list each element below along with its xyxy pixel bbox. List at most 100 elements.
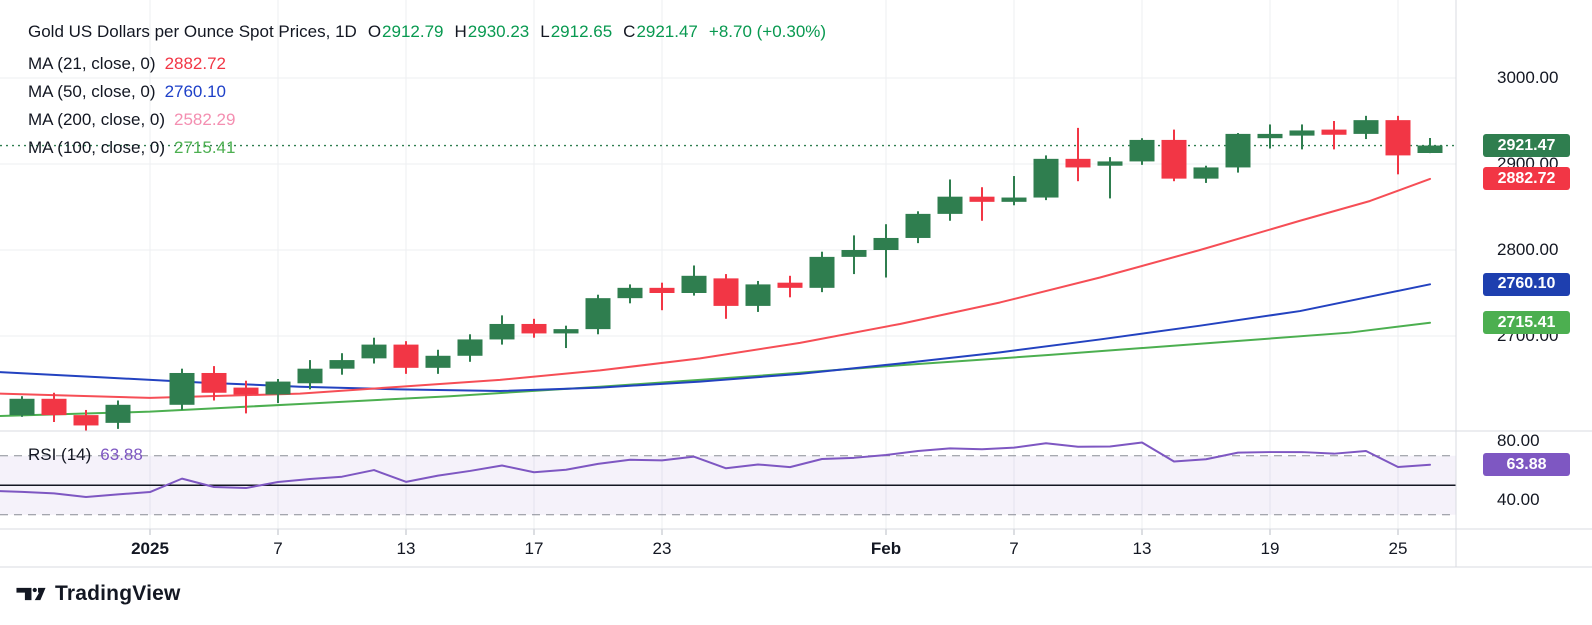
rsi-axis-label: 80.00 xyxy=(1497,431,1540,450)
candle xyxy=(393,341,419,374)
tradingview-logo-text: TradingView xyxy=(55,582,181,605)
candle-body xyxy=(841,250,867,257)
candle-body xyxy=(1321,129,1347,135)
candle xyxy=(489,315,515,345)
candle-body xyxy=(649,287,675,293)
candle-body xyxy=(41,398,67,416)
ohlc-pair: H2930.23 xyxy=(455,23,530,41)
candle-body xyxy=(1257,133,1283,139)
ma-indicator-row[interactable]: MA (200, close, 0) 2582.29 xyxy=(28,111,235,129)
time-axis-label: 7 xyxy=(1009,539,1019,558)
ohlc-values: O2912.79 H2930.23 L2912.65 C2921.47 xyxy=(368,23,698,41)
candle-body xyxy=(969,196,995,202)
candle xyxy=(329,353,355,375)
price-value-tag: 2760.10 xyxy=(1483,272,1570,296)
candle-body xyxy=(1417,145,1443,154)
candle-body xyxy=(809,256,835,288)
candle xyxy=(681,265,707,296)
candle xyxy=(713,274,739,319)
candle-body xyxy=(1225,133,1251,168)
rsi-axis-label: 40.00 xyxy=(1497,490,1540,509)
candle xyxy=(585,294,611,335)
ma-indicator-row[interactable]: MA (21, close, 0) 2882.72 xyxy=(28,55,226,73)
candle-body xyxy=(745,284,771,306)
price-axis-label: 3000.00 xyxy=(1497,68,1559,87)
candle-body xyxy=(1065,158,1091,168)
candle xyxy=(457,334,483,362)
candle xyxy=(777,275,803,298)
ohlc-pair: O2912.79 xyxy=(368,23,444,41)
candle xyxy=(617,284,643,304)
candle-body xyxy=(1161,139,1187,179)
price-axis-label: 2800.00 xyxy=(1497,240,1559,259)
time-axis-label: 25 xyxy=(1388,539,1408,558)
candle xyxy=(905,211,931,244)
candle-body xyxy=(617,287,643,299)
ma21-line xyxy=(0,177,1431,399)
ma-indicator-row[interactable]: MA (100, close, 0) 2715.41 xyxy=(28,139,235,157)
ohlc-number: 2912.79 xyxy=(382,22,444,41)
symbol-legend-row[interactable]: Gold US Dollars per Ounce Spot Prices, 1… xyxy=(28,23,826,41)
candle xyxy=(649,282,675,311)
candle xyxy=(937,179,963,221)
ma-indicator-label: MA (100, close, 0) xyxy=(28,138,166,157)
candle xyxy=(425,349,451,374)
ma-indicator-label: MA (200, close, 0) xyxy=(28,110,166,129)
candle-body xyxy=(297,368,323,384)
rsi-label: RSI (14) xyxy=(28,445,92,464)
candle xyxy=(297,360,323,390)
candle-body xyxy=(777,282,803,288)
time-axis-label: 13 xyxy=(1132,539,1152,558)
candle xyxy=(233,380,259,414)
ohlc-number: 2930.23 xyxy=(467,22,530,41)
candle-body xyxy=(457,339,483,356)
rsi-value: 63.88 xyxy=(100,445,143,464)
rsi-legend-row[interactable]: RSI (14) 63.88 xyxy=(28,446,143,464)
ma-indicator-value: 2715.41 xyxy=(174,138,236,157)
candle xyxy=(1097,157,1123,199)
candle-body xyxy=(169,372,195,405)
candle-body xyxy=(1097,161,1123,166)
candle xyxy=(105,400,131,429)
candle-body xyxy=(681,275,707,293)
candle-body xyxy=(1129,139,1155,162)
candle xyxy=(841,235,867,275)
candle xyxy=(1001,176,1027,206)
price-value-tag: 2882.72 xyxy=(1483,167,1570,191)
candle-body xyxy=(937,196,963,214)
time-axis-label: 7 xyxy=(273,539,283,558)
candle-body xyxy=(873,237,899,250)
candle-body xyxy=(425,355,451,368)
ma-indicator-value: 2760.10 xyxy=(164,82,227,101)
ohlc-number: 2921.47 xyxy=(636,22,698,41)
candle-body xyxy=(1353,120,1379,134)
candle xyxy=(745,280,771,312)
candle xyxy=(41,392,67,422)
candle xyxy=(1225,133,1251,173)
tradingview-logo[interactable]: TradingView xyxy=(16,582,181,606)
symbol-title: Gold US Dollars per Ounce Spot Prices, 1… xyxy=(28,22,357,41)
candle-body xyxy=(1033,158,1059,198)
candle xyxy=(873,224,899,278)
candle-body xyxy=(201,372,227,393)
ohlc-pair: C2921.47 xyxy=(623,23,698,41)
ohlc-letter: H xyxy=(454,22,467,41)
ma-indicator-row[interactable]: MA (50, close, 0) 2760.10 xyxy=(28,83,226,101)
candle-body xyxy=(361,344,387,359)
candle-body xyxy=(73,415,99,426)
candle-body xyxy=(553,329,579,334)
candle-body xyxy=(521,323,547,334)
ma50-line xyxy=(0,283,1431,393)
time-axis-label: 13 xyxy=(396,539,416,558)
ma-indicator-value: 2882.72 xyxy=(164,54,227,73)
candle-body xyxy=(1385,120,1411,156)
candle xyxy=(1065,127,1091,182)
candle xyxy=(1289,124,1315,150)
candle xyxy=(201,366,227,401)
ohlc-letter: C xyxy=(623,22,636,41)
candle-body xyxy=(1193,167,1219,179)
candle xyxy=(1129,138,1155,165)
time-axis-label: 17 xyxy=(524,539,544,558)
